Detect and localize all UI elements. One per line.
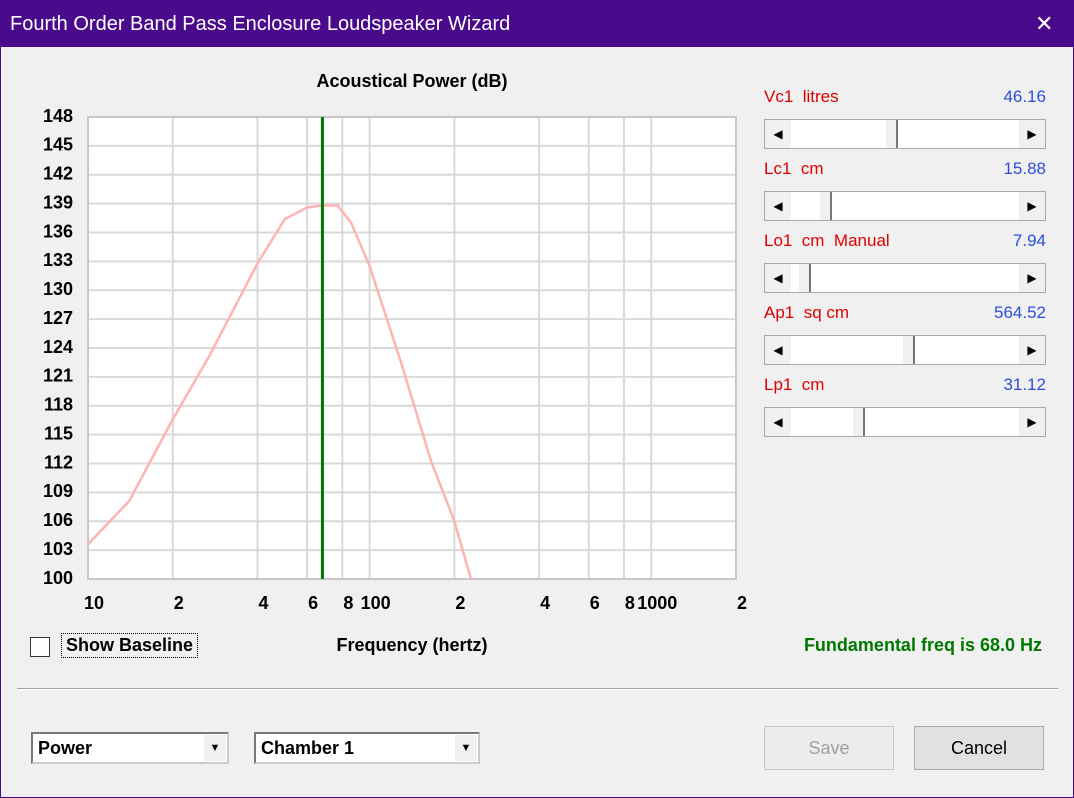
y-tick-label: 100 bbox=[43, 568, 73, 588]
slider-arrow-right[interactable]: ▶ bbox=[1019, 336, 1045, 364]
fundamental-annotation: Fundamental freq is 68.0 Hz bbox=[804, 635, 1042, 655]
slider-arrow-right[interactable]: ▶ bbox=[1019, 264, 1045, 292]
y-tick-label: 142 bbox=[43, 164, 73, 184]
x-axis-label: Frequency (hertz) bbox=[336, 635, 487, 655]
save-button[interactable]: Save bbox=[764, 726, 894, 770]
slider-label: Lo1 cm Manual bbox=[764, 231, 890, 250]
y-tick-label: 136 bbox=[43, 221, 73, 241]
slider-thumb[interactable] bbox=[819, 192, 833, 220]
dropdown[interactable]: Power ▼ bbox=[31, 732, 229, 764]
x-tick-label: 2 bbox=[455, 593, 465, 613]
slider-label: Ap1 sq cm bbox=[764, 303, 850, 322]
slider-value: 31.12 bbox=[1003, 375, 1046, 394]
slider[interactable]: ◀ ▶ bbox=[764, 263, 1046, 293]
slider-arrow-left[interactable]: ◀ bbox=[765, 120, 791, 148]
x-tick-label: 8 bbox=[343, 593, 353, 613]
dropdown-value: Power bbox=[38, 738, 93, 758]
y-tick-label: 148 bbox=[43, 106, 73, 126]
slider-arrow-left[interactable]: ◀ bbox=[765, 408, 791, 436]
slider[interactable]: ◀ ▶ bbox=[764, 191, 1046, 221]
slider-arrow-left[interactable]: ◀ bbox=[765, 264, 791, 292]
close-button[interactable]: ✕ bbox=[1035, 11, 1054, 36]
slider-label: Lc1 cm bbox=[764, 159, 824, 178]
x-tick-label: 10 bbox=[84, 593, 104, 613]
y-tick-label: 121 bbox=[43, 366, 73, 386]
title-bar: Fourth Order Band Pass Enclosure Loudspe… bbox=[1, 1, 1073, 47]
y-tick-label: 106 bbox=[43, 510, 73, 530]
dropdown-value: Chamber 1 bbox=[261, 738, 355, 758]
y-tick-label: 133 bbox=[43, 250, 73, 270]
slider-thumb[interactable] bbox=[884, 120, 898, 148]
dropdown-arrow[interactable]: ▼ bbox=[204, 735, 226, 761]
y-tick-label: 130 bbox=[43, 279, 73, 299]
slider-arrow-right[interactable]: ▶ bbox=[1019, 408, 1045, 436]
y-tick-label: 103 bbox=[43, 539, 73, 559]
y-tick-label: 109 bbox=[43, 481, 73, 501]
x-tick-label: 100 bbox=[361, 593, 391, 613]
y-tick-label: 124 bbox=[43, 337, 73, 357]
slider-thumb[interactable] bbox=[902, 336, 916, 364]
x-tick-label: 4 bbox=[259, 593, 269, 613]
separator bbox=[17, 688, 1058, 690]
dropdown[interactable]: Chamber 1 ▼ bbox=[254, 732, 480, 764]
y-tick-label: 127 bbox=[43, 308, 73, 328]
chart: Acoustical Power (dB) Frequency (hertz) … bbox=[43, 71, 1042, 655]
x-tick-label: 2 bbox=[737, 593, 747, 613]
cancel-button[interactable]: Cancel bbox=[914, 726, 1044, 770]
checkbox[interactable] bbox=[30, 637, 50, 657]
slider-value: 7.94 bbox=[1012, 231, 1046, 250]
slider-label: Lp1 cm bbox=[764, 375, 825, 394]
slider-arrow-left[interactable]: ◀ bbox=[765, 192, 791, 220]
x-tick-label: 6 bbox=[590, 593, 600, 613]
slider-label: Vc1 litres bbox=[764, 87, 839, 106]
window-title: Fourth Order Band Pass Enclosure Loudspe… bbox=[10, 13, 511, 35]
x-tick-label: 8 bbox=[625, 593, 635, 613]
slider-arrow-right[interactable]: ▶ bbox=[1019, 192, 1045, 220]
slider-value: 564.52 bbox=[994, 303, 1046, 322]
dropdown-arrow[interactable]: ▼ bbox=[455, 735, 477, 761]
slider[interactable]: ◀ ▶ bbox=[764, 407, 1046, 437]
chart-title: Acoustical Power (dB) bbox=[316, 71, 507, 91]
slider[interactable]: ◀ ▶ bbox=[764, 335, 1046, 365]
y-tick-label: 145 bbox=[43, 135, 73, 155]
x-tick-label: 4 bbox=[540, 593, 550, 613]
slider-value: 46.16 bbox=[1003, 87, 1046, 106]
plot-border bbox=[87, 116, 737, 580]
y-tick-label: 118 bbox=[44, 395, 73, 415]
slider-arrow-right[interactable]: ▶ bbox=[1019, 120, 1045, 148]
y-tick-label: 115 bbox=[44, 423, 73, 443]
y-tick-label: 112 bbox=[44, 452, 73, 472]
slider-arrow-left[interactable]: ◀ bbox=[765, 336, 791, 364]
slider-value: 15.88 bbox=[1003, 159, 1046, 178]
slider-thumb[interactable] bbox=[797, 264, 811, 292]
x-tick-label: 2 bbox=[174, 593, 184, 613]
checkbox-label[interactable]: Show Baseline bbox=[61, 633, 199, 658]
slider-thumb[interactable] bbox=[852, 408, 866, 436]
x-tick-label: 1000 bbox=[637, 593, 677, 613]
y-tick-label: 139 bbox=[43, 192, 73, 212]
slider[interactable]: ◀ ▶ bbox=[764, 119, 1046, 149]
x-tick-label: 6 bbox=[308, 593, 318, 613]
